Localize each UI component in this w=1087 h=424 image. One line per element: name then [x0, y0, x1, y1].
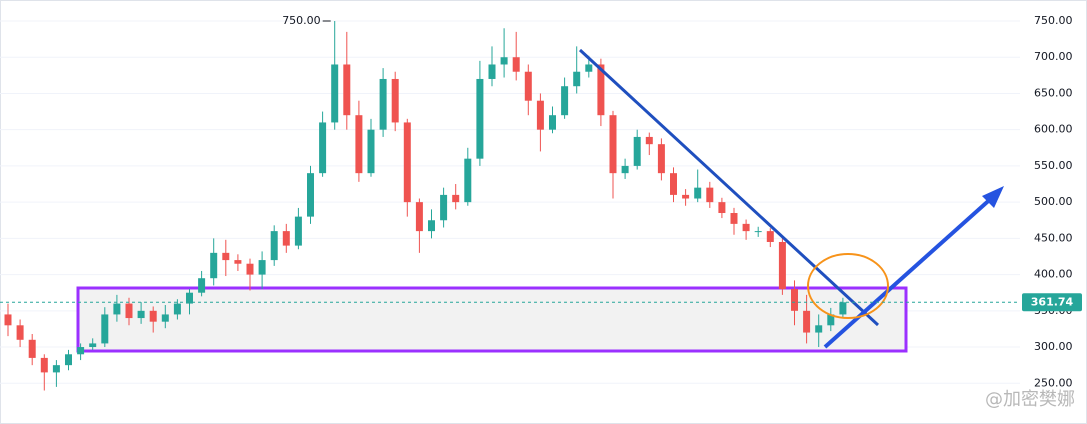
candle-body	[645, 136, 653, 145]
arrow-head	[982, 186, 1004, 208]
y-tick-label: 400.00	[1034, 268, 1073, 281]
candle-body	[694, 187, 702, 199]
candle-body	[113, 303, 121, 315]
max-label: 750.00	[282, 14, 321, 27]
candle-body	[827, 314, 835, 326]
candle-body	[186, 292, 193, 304]
candle-body	[839, 302, 847, 315]
candle-body	[464, 158, 472, 203]
y-tick-label: 650.00	[1034, 86, 1073, 99]
candle-body	[125, 303, 133, 319]
y-tick-label: 600.00	[1034, 123, 1073, 136]
candle-body	[77, 347, 85, 355]
candle-body	[161, 314, 169, 322]
candle-body	[379, 78, 387, 130]
support-zone	[76, 286, 908, 353]
candle-body	[282, 231, 290, 246]
candle-body	[28, 339, 36, 358]
candle-body	[403, 122, 411, 203]
candle-body	[718, 202, 726, 214]
candle-body	[706, 187, 714, 203]
y-tick-label: 450.00	[1034, 231, 1073, 244]
candle-body	[536, 100, 544, 130]
candle-body	[476, 78, 484, 159]
y-tick-label: 750.00	[1034, 14, 1073, 27]
y-tick-label: 700.00	[1034, 50, 1073, 63]
candle-body	[573, 71, 581, 87]
candle-body	[766, 231, 774, 242]
trend-line	[578, 48, 880, 327]
candle-body	[512, 57, 520, 72]
candle-body	[815, 325, 823, 333]
candle-body	[40, 357, 48, 373]
arrow-line	[823, 193, 997, 349]
candle-body	[52, 365, 60, 373]
candle-body	[549, 115, 556, 130]
y-tick-label: 300.00	[1034, 340, 1073, 353]
candle-body	[391, 78, 399, 123]
candle-body	[597, 64, 605, 116]
y-tick-label: 250.00	[1034, 376, 1073, 389]
candle-body	[101, 314, 109, 344]
candle-body	[149, 310, 157, 322]
candle-body	[500, 57, 508, 65]
candle-body	[415, 202, 423, 232]
candle-body	[585, 64, 593, 72]
candle-body	[803, 310, 811, 333]
candle-body	[4, 314, 12, 326]
candle-body	[343, 64, 351, 116]
candle-body	[561, 86, 569, 116]
candle-body	[173, 303, 181, 315]
candle-body	[657, 144, 665, 174]
candle-body	[65, 354, 72, 366]
watermark: @加密樊娜	[985, 389, 1075, 410]
candle-body	[270, 231, 278, 261]
candle-body	[222, 252, 230, 261]
candle-body	[742, 223, 750, 232]
candle-body	[307, 173, 314, 217]
current-price-label: 361.74	[1031, 295, 1074, 308]
candle-body	[452, 194, 460, 203]
current-price-box	[1022, 293, 1082, 312]
candle-body	[246, 263, 254, 275]
candle-body	[440, 194, 448, 221]
y-tick-label: 500.00	[1034, 195, 1073, 208]
candle-body	[778, 241, 786, 290]
candle-body	[633, 136, 641, 166]
candle-body	[355, 115, 363, 174]
candle-body	[294, 216, 302, 246]
candle-body	[524, 71, 532, 101]
candle-body	[137, 310, 145, 319]
candle-body	[670, 173, 677, 195]
candle-body	[258, 260, 266, 275]
candle-body	[754, 231, 762, 233]
candle-body	[319, 122, 327, 174]
candle-body	[16, 325, 24, 340]
candle-body	[609, 115, 617, 174]
candle-body	[367, 129, 375, 174]
candle-body	[488, 64, 496, 79]
candles	[4, 21, 847, 391]
y-tick-label: 550.00	[1034, 159, 1073, 172]
candle-body	[89, 343, 97, 348]
candle-body	[682, 194, 690, 199]
candle-body	[234, 260, 242, 264]
candle-body	[428, 220, 435, 232]
candle-body	[331, 64, 339, 123]
candle-body	[210, 252, 218, 279]
candle-body	[198, 278, 206, 293]
highlight-ellipse	[807, 253, 889, 319]
candle-body	[791, 289, 798, 311]
candle-body	[621, 165, 629, 174]
candle-body	[730, 213, 738, 224]
